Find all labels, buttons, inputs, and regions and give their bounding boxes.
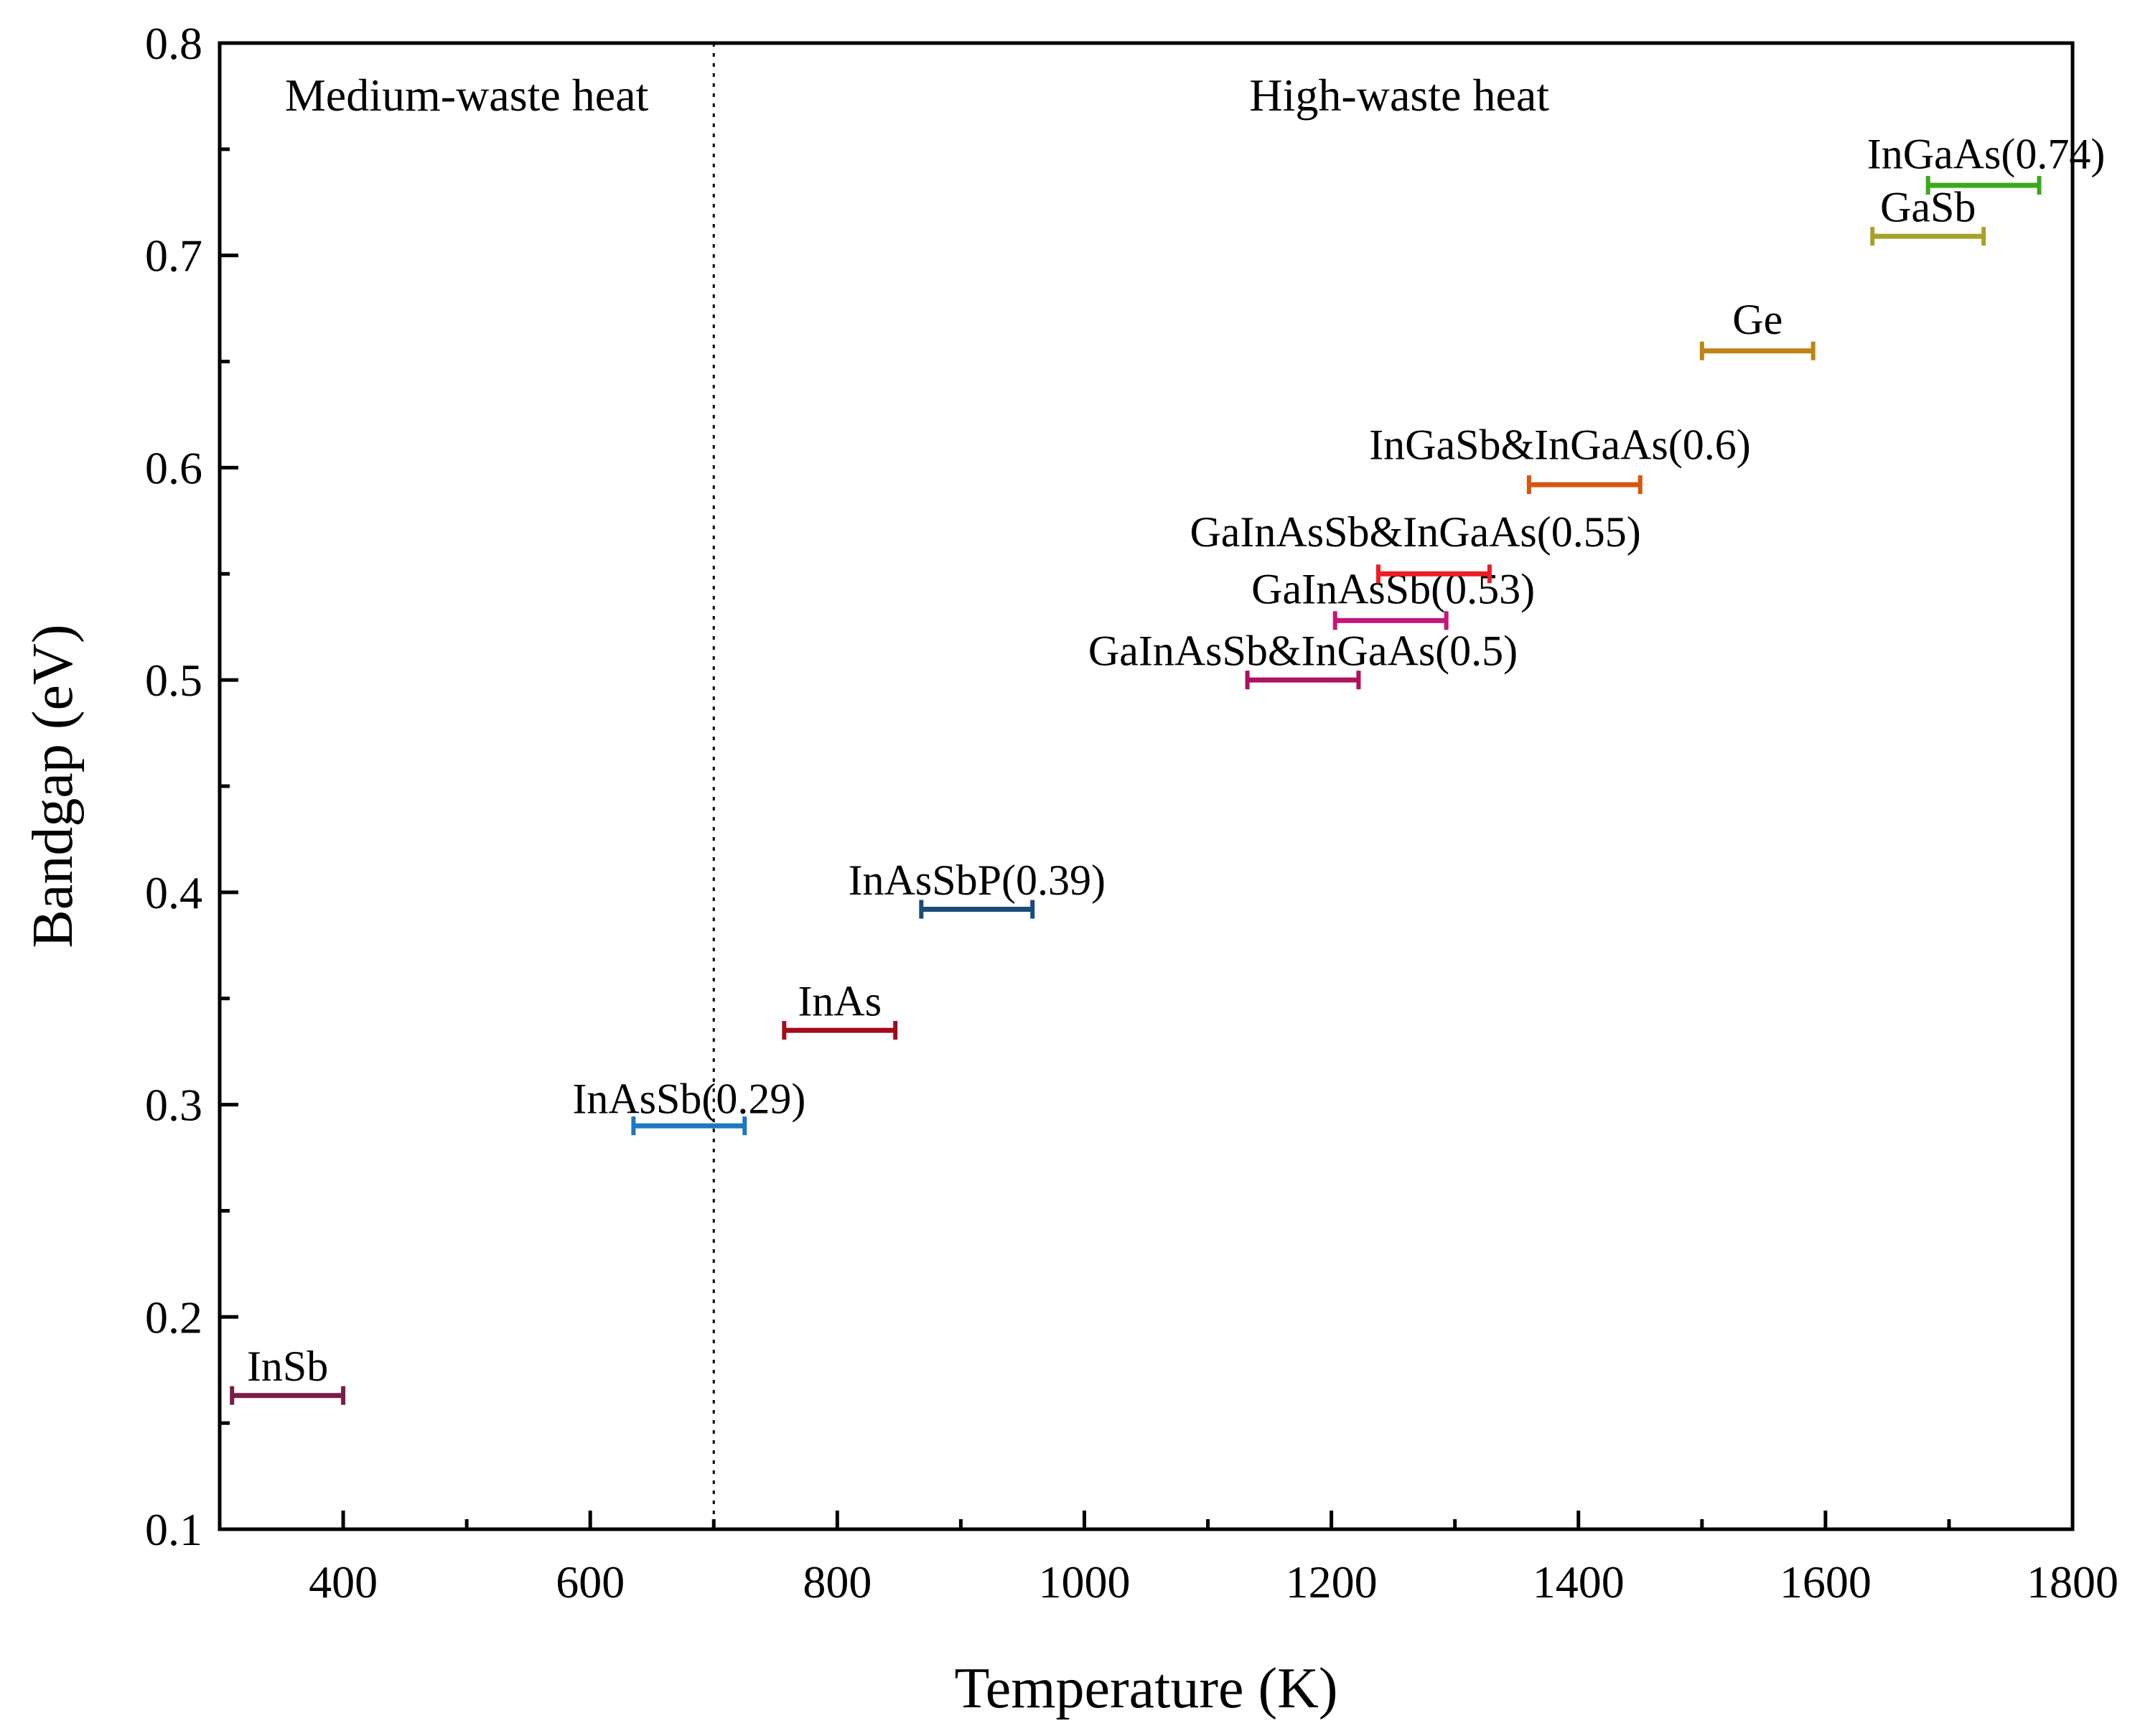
x-axis-title: Temperature (K)	[954, 1657, 1337, 1720]
range-bar-label: InAsSbP(0.39)	[849, 857, 1106, 904]
y-tick-label: 0.6	[145, 442, 202, 493]
x-tick-label: 1800	[2027, 1557, 2118, 1607]
x-tick-label: 1000	[1038, 1557, 1130, 1607]
range-bar	[782, 1021, 898, 1040]
range-bar	[1245, 671, 1361, 690]
range-bar-label: InGaSb&InGaAs(0.6)	[1369, 421, 1751, 469]
x-tick-label: 1600	[1780, 1557, 1872, 1607]
range-bar	[919, 900, 1035, 919]
range-bar	[631, 1116, 747, 1136]
region-label: High-waste heat	[1249, 70, 1549, 121]
y-tick-label: 0.8	[145, 18, 202, 69]
region-label: Medium-waste heat	[285, 70, 649, 121]
y-axis-title: Bandgap (eV)	[22, 625, 85, 948]
range-bar	[1526, 475, 1643, 495]
range-bar	[1699, 341, 1816, 360]
range-bar-label: InAs	[798, 977, 882, 1025]
range-bar-label: Ge	[1732, 296, 1783, 343]
y-tick-label: 0.2	[145, 1292, 202, 1343]
x-tick-label: 600	[556, 1557, 625, 1607]
range-bar-label: GaInAsSb&InGaAs(0.5)	[1088, 627, 1518, 674]
y-tick-label: 0.5	[145, 655, 202, 706]
x-tick-label: 1400	[1533, 1557, 1625, 1607]
x-tick-label: 800	[803, 1557, 872, 1607]
range-bar	[1332, 611, 1449, 630]
range-bar-label: GaInAsSb&InGaAs(0.55)	[1190, 508, 1640, 556]
chart-marks: Medium-waste heat High-waste heat InSb InAs…	[230, 43, 2106, 1529]
range-bar	[230, 1386, 346, 1405]
range-bar	[1375, 564, 1492, 584]
y-tick-label: 0.3	[145, 1080, 202, 1131]
range-bar-label: InAsSb(0.29)	[572, 1075, 805, 1122]
y-tick-label: 0.4	[145, 867, 202, 918]
range-bar	[1870, 227, 1986, 246]
chart-axes: 400 600 800 1000 1200 1400 1600 1800 0.1 0.2 0.3 0.…	[145, 18, 2118, 1607]
y-tick-label: 0.7	[145, 230, 202, 281]
x-tick-label: 1200	[1286, 1557, 1378, 1607]
y-tick-label: 0.1	[145, 1504, 202, 1555]
x-tick-label: 400	[309, 1557, 378, 1607]
range-bar	[1925, 176, 2042, 195]
range-bar-label: InSb	[247, 1343, 328, 1390]
range-bar-label: InGaAs(0.74)	[1867, 130, 2106, 177]
